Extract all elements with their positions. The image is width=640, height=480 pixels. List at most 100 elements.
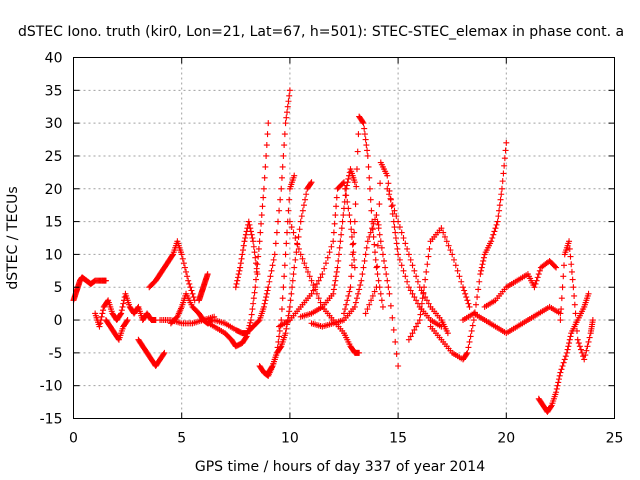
data-point (348, 226, 355, 233)
data-point (420, 289, 427, 296)
data-point (284, 229, 291, 236)
data-point (160, 350, 167, 357)
data-point (421, 284, 428, 291)
data-point (322, 260, 329, 267)
data-point (348, 273, 355, 280)
data-point (356, 349, 363, 356)
data-point (287, 297, 294, 304)
data-point (263, 142, 270, 149)
data-point (559, 362, 566, 369)
data-point (566, 245, 573, 252)
data-point (574, 336, 581, 343)
data-point (465, 300, 472, 307)
data-point (251, 289, 258, 296)
data-point (333, 273, 340, 280)
data-point (553, 389, 560, 396)
data-point (377, 290, 384, 297)
chart-title: dSTEC Iono. truth (kir0, Lon=21, Lat=67,… (18, 24, 624, 40)
data-point (388, 203, 395, 210)
data-point (343, 185, 350, 192)
data-point (389, 314, 396, 321)
data-point (99, 310, 106, 317)
data-point (562, 353, 569, 360)
data-point (384, 185, 391, 192)
data-point (404, 245, 411, 252)
data-point (417, 311, 424, 318)
data-point (386, 290, 393, 297)
data-point (369, 225, 376, 232)
data-point (493, 221, 500, 228)
data-point (299, 255, 306, 262)
data-point (96, 323, 103, 330)
data-point (341, 198, 348, 205)
data-point (123, 318, 130, 325)
data-point (252, 284, 259, 291)
data-point (567, 253, 574, 260)
data-point (319, 271, 326, 278)
data-point (348, 262, 355, 269)
data-point (289, 284, 296, 291)
data-point (341, 310, 347, 317)
data-point (355, 131, 362, 138)
data-point (315, 277, 322, 284)
data-point (375, 221, 382, 228)
data-point (566, 238, 573, 245)
data-point (342, 192, 349, 199)
data-point (354, 148, 361, 155)
data-point (181, 264, 188, 271)
data-point (376, 231, 383, 238)
data-point (368, 297, 375, 304)
data-point (438, 225, 445, 232)
data-point (585, 290, 592, 297)
data-series-arc-02 (92, 290, 159, 330)
data-point (364, 306, 371, 313)
data-point (255, 253, 262, 260)
data-series-arc-17 (308, 212, 402, 369)
data-point (582, 352, 589, 359)
data-point (334, 264, 341, 271)
data-point (286, 308, 293, 315)
data-point (536, 267, 543, 274)
data-point (466, 338, 473, 345)
data-point (559, 284, 566, 291)
data-point (273, 349, 280, 356)
data-point (375, 277, 382, 284)
data-point (262, 163, 269, 170)
y-tick-label: 20 (45, 182, 63, 198)
data-point (97, 320, 104, 327)
data-point (240, 247, 247, 254)
data-point (456, 273, 463, 280)
data-point (292, 256, 299, 263)
data-point (267, 273, 274, 280)
data-point (268, 267, 275, 274)
data-point (295, 233, 302, 240)
data-point (561, 262, 568, 269)
data-point (292, 235, 299, 241)
data-point (259, 203, 266, 210)
data-point (369, 218, 376, 225)
data-series-arc-05 (146, 238, 198, 304)
data-point (405, 284, 412, 291)
data-point (499, 178, 506, 185)
data-point (189, 290, 196, 297)
data-point (350, 240, 357, 247)
data-point (340, 212, 347, 219)
data-point (385, 284, 392, 291)
data-point (104, 298, 111, 305)
data-point (476, 278, 483, 285)
data-point (570, 284, 577, 291)
data-point (285, 98, 292, 105)
data-point (260, 303, 267, 310)
data-point (391, 224, 398, 231)
data-point (363, 244, 370, 251)
data-point (281, 131, 288, 138)
data-point (372, 249, 379, 256)
data-point (278, 185, 285, 192)
data-point (242, 231, 249, 238)
data-point (551, 263, 558, 270)
data-point (495, 213, 502, 220)
data-point (321, 265, 328, 272)
data-point (297, 251, 304, 258)
data-series-arc-11 (232, 218, 261, 291)
y-tick-label: 25 (45, 149, 63, 165)
